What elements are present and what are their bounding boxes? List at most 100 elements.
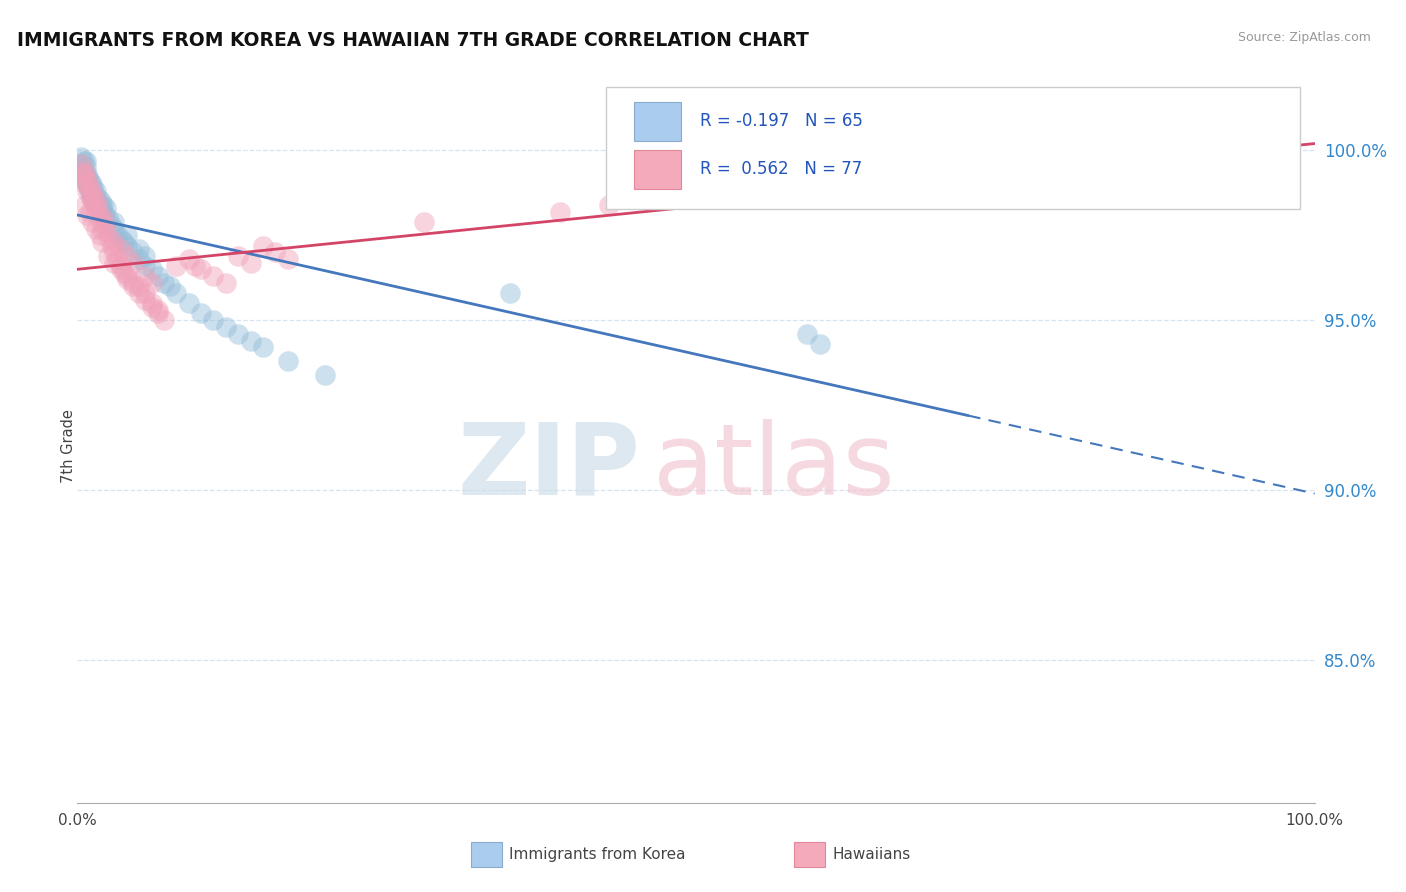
Point <box>159 279 181 293</box>
Point <box>153 313 176 327</box>
Point <box>134 269 156 284</box>
Point <box>82 191 104 205</box>
Point <box>146 306 169 320</box>
Point <box>73 198 96 212</box>
Point <box>77 170 100 185</box>
Point <box>122 255 145 269</box>
Point <box>110 232 132 246</box>
Point <box>103 221 125 235</box>
Point <box>83 187 105 202</box>
Point <box>115 228 138 243</box>
Point <box>122 276 145 290</box>
Point <box>115 238 138 252</box>
Point <box>82 215 104 229</box>
Point <box>202 269 225 284</box>
Point <box>84 194 107 209</box>
Point <box>796 326 818 341</box>
Text: R =  0.562   N = 77: R = 0.562 N = 77 <box>700 161 862 178</box>
Point <box>72 153 94 168</box>
Text: R = -0.197   N = 65: R = -0.197 N = 65 <box>700 112 862 130</box>
Point <box>277 252 299 266</box>
Point <box>122 279 145 293</box>
Point <box>76 178 98 192</box>
Point <box>834 167 856 181</box>
Point <box>110 259 132 273</box>
Point <box>100 218 122 232</box>
Point <box>76 178 98 192</box>
Text: IMMIGRANTS FROM KOREA VS HAWAIIAN 7TH GRADE CORRELATION CHART: IMMIGRANTS FROM KOREA VS HAWAIIAN 7TH GR… <box>17 31 808 50</box>
Point <box>499 286 522 301</box>
Point <box>548 204 571 219</box>
Point <box>89 228 111 243</box>
Point <box>93 218 115 232</box>
Point <box>96 225 118 239</box>
Point <box>115 272 138 286</box>
Point <box>79 184 101 198</box>
Point <box>103 245 125 260</box>
Point <box>84 184 107 198</box>
Point <box>82 180 104 194</box>
Point <box>141 262 163 277</box>
Point <box>76 167 98 181</box>
Point <box>73 167 96 181</box>
Point <box>91 201 114 215</box>
Point <box>110 242 132 256</box>
Point <box>80 191 103 205</box>
Point <box>82 178 104 192</box>
Point <box>72 167 94 181</box>
Point <box>685 184 707 198</box>
Y-axis label: 7th Grade: 7th Grade <box>62 409 76 483</box>
Point <box>177 252 200 266</box>
Point <box>141 296 163 310</box>
FancyBboxPatch shape <box>634 102 681 141</box>
Point <box>190 306 212 320</box>
Point <box>412 215 434 229</box>
Point <box>128 279 150 293</box>
Point <box>73 174 96 188</box>
Point <box>103 255 125 269</box>
Point <box>91 198 114 212</box>
Point <box>907 161 929 175</box>
Point <box>134 293 156 307</box>
Point <box>77 174 100 188</box>
Point <box>70 150 93 164</box>
Point <box>89 201 111 215</box>
Text: ZIP: ZIP <box>457 419 640 516</box>
Point <box>1278 140 1301 154</box>
Point <box>83 198 105 212</box>
Point <box>103 215 125 229</box>
Text: Immigrants from Korea: Immigrants from Korea <box>509 847 686 862</box>
Point <box>165 259 187 273</box>
Point <box>79 204 101 219</box>
Point <box>86 194 108 209</box>
Text: Source: ZipAtlas.com: Source: ZipAtlas.com <box>1237 31 1371 45</box>
Point <box>86 198 108 212</box>
Text: Hawaiians: Hawaiians <box>832 847 911 862</box>
Point <box>75 153 97 168</box>
Point <box>73 167 96 181</box>
Point <box>165 286 187 301</box>
Point <box>76 208 98 222</box>
Point <box>82 194 104 209</box>
Point <box>93 208 115 222</box>
Point <box>72 163 94 178</box>
Point <box>84 204 107 219</box>
Point <box>128 252 150 266</box>
Point <box>239 255 262 269</box>
Point <box>105 228 128 243</box>
Point <box>75 178 97 192</box>
Point <box>91 211 114 226</box>
Point <box>79 180 101 194</box>
Point <box>598 198 620 212</box>
Point <box>94 201 117 215</box>
Point <box>808 337 831 351</box>
Point <box>153 276 176 290</box>
Point <box>91 204 114 219</box>
Point <box>80 184 103 198</box>
Point <box>82 187 104 202</box>
Point <box>75 161 97 175</box>
FancyBboxPatch shape <box>634 150 681 189</box>
Point <box>91 235 114 249</box>
Point <box>87 191 110 205</box>
Point <box>226 326 249 341</box>
